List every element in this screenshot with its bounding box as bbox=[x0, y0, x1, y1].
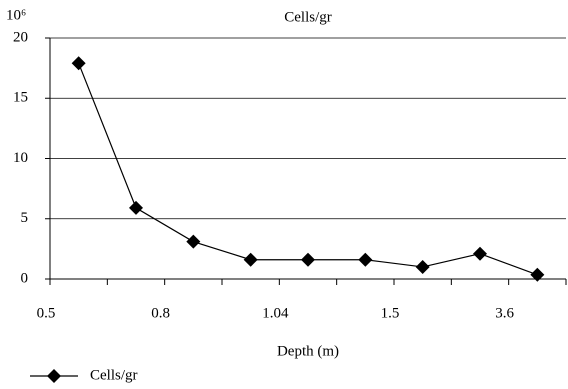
legend-label: Cells/gr bbox=[90, 367, 138, 383]
point-marker bbox=[301, 252, 315, 267]
series-line bbox=[78, 63, 538, 276]
point-marker bbox=[243, 252, 258, 267]
x-tick-label: 1.5 bbox=[381, 305, 400, 321]
point-marker bbox=[415, 259, 430, 274]
x-tick-label: 3.6 bbox=[495, 305, 514, 321]
point-marker bbox=[358, 252, 373, 267]
point-marker bbox=[129, 200, 143, 215]
x-tick-label: 1.04 bbox=[262, 305, 289, 321]
point-marker bbox=[186, 234, 201, 249]
y-tick-label: 5 bbox=[21, 210, 29, 226]
y-unit-label: 10⁶ bbox=[6, 7, 26, 23]
x-tick-label: 0.5 bbox=[37, 305, 56, 321]
x-tick-label: 0.8 bbox=[151, 305, 170, 321]
x-axis-label: Depth (m) bbox=[277, 343, 339, 359]
point-marker bbox=[473, 246, 487, 261]
legend-marker bbox=[47, 369, 61, 383]
chart-title: Cells/gr bbox=[284, 9, 332, 25]
y-tick-label: 15 bbox=[13, 90, 28, 106]
y-tick-label: 10 bbox=[13, 150, 28, 166]
y-tick-label: 20 bbox=[13, 29, 28, 45]
y-tick-label: 0 bbox=[21, 270, 29, 286]
point-marker bbox=[530, 267, 545, 282]
point-marker bbox=[71, 56, 86, 71]
